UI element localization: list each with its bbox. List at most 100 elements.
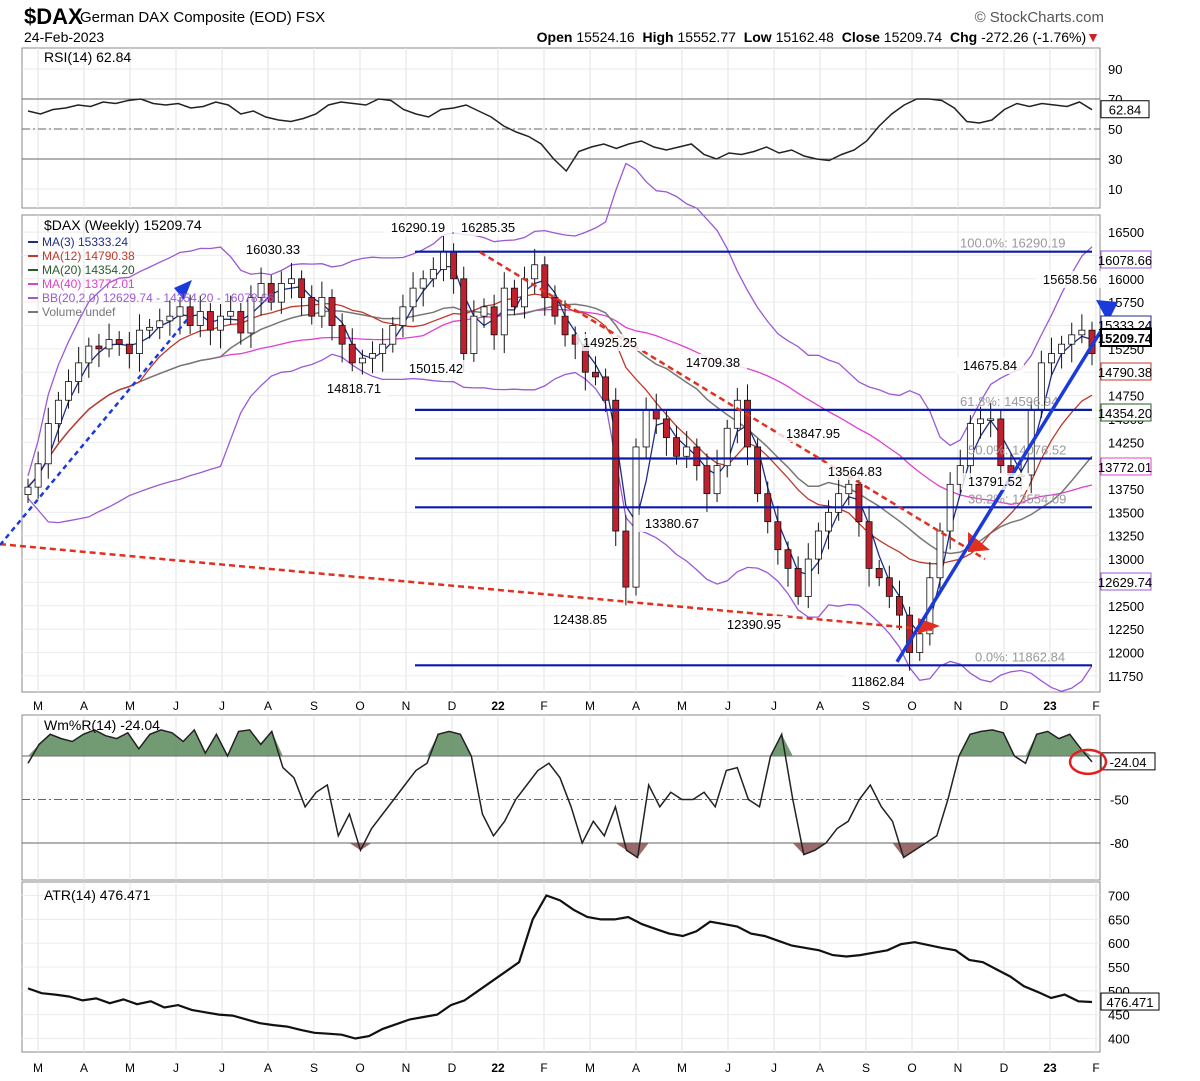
x-tick-label-bottom: J	[725, 1061, 731, 1075]
atr-y-tick-label: 450	[1108, 1008, 1130, 1023]
red-trendline-lower	[0, 542, 936, 632]
ma3-line	[27, 265, 1093, 635]
x-tick-label-mid: O	[907, 699, 916, 713]
x-tick-label-bottom: M	[677, 1061, 687, 1075]
candle-down	[510, 287, 518, 308]
x-tick-label-bottom: J	[771, 1061, 777, 1075]
rsi-y-tick-label: 50	[1108, 122, 1122, 137]
x-tick-label-mid: N	[954, 699, 963, 713]
candle-up	[723, 427, 731, 467]
right-axis-value-box	[1100, 572, 1152, 591]
candle-up	[369, 353, 376, 359]
highlight-circle-icon	[1068, 748, 1108, 776]
legend-entry: MA(3) 15333.24	[42, 235, 128, 249]
price-label-bg	[821, 463, 889, 480]
price-annotation-label: 13791.52	[968, 474, 1022, 489]
atr-y-tick-label: 650	[1108, 912, 1130, 927]
x-tick-label-mid: M	[585, 699, 595, 713]
candle-up	[227, 311, 235, 317]
price-label-bg	[576, 334, 644, 351]
candle-up	[916, 633, 924, 653]
fibonacci-level-label: 38.2%: 13554.09	[968, 491, 1066, 506]
candle-down	[450, 251, 458, 280]
candle-up	[835, 493, 843, 513]
x-tick-label-bottom: N	[954, 1061, 963, 1075]
price-annotation-label: 13847.95	[786, 426, 840, 441]
price-label-bg	[720, 616, 788, 633]
price-label-bg	[638, 515, 706, 532]
price-label-bg	[384, 219, 452, 236]
candle-up	[1048, 353, 1055, 364]
price-y-tick-label: 13000	[1108, 552, 1144, 567]
candle-up	[277, 283, 285, 303]
atr-y-tick-label: 400	[1108, 1031, 1130, 1046]
price-y-tick-label: 12500	[1108, 599, 1144, 614]
rsi-panel	[21, 47, 1101, 209]
ticker-name: German DAX Composite (EOD) FSX	[80, 9, 326, 26]
x-tick-label-mid: J	[219, 699, 225, 713]
candle-down	[622, 530, 630, 588]
atr-line	[27, 894, 1093, 1040]
candle-down	[115, 339, 123, 345]
brand-logo: © StockCharts.com	[974, 9, 1104, 26]
ohlc-readout: Open 15524.16 High 15552.77 Low 15162.48…	[536, 29, 1100, 45]
price-y-tick-label: 12000	[1108, 645, 1144, 660]
candle-up	[156, 320, 164, 328]
rsi-line	[27, 98, 1093, 173]
price-label-bg	[320, 380, 388, 397]
legend-entry: Volume undef	[42, 305, 116, 319]
rsi-y-tick-label: 10	[1108, 182, 1122, 197]
price-y-tick-label: 14250	[1108, 435, 1144, 450]
candle-up	[136, 329, 143, 354]
x-tick-label-mid: S	[862, 699, 870, 713]
x-tick-label-bottom: F	[540, 1061, 547, 1075]
candle-up	[683, 446, 691, 457]
x-tick-label-mid: O	[355, 699, 364, 713]
price-label-bg	[239, 241, 307, 258]
x-tick-label-mid: 23	[1043, 699, 1057, 713]
low-value: 15162.48	[775, 29, 834, 45]
price-annotation-label: 11862.84	[851, 674, 904, 689]
wmr-current-box	[1100, 752, 1156, 771]
candle-down	[267, 283, 275, 303]
candle-up	[65, 381, 72, 401]
x-tick-label-mid: J	[771, 699, 777, 713]
price-annotation-label: 13564.83	[828, 464, 882, 479]
close-value: 15209.74	[883, 29, 943, 45]
x-tick-label-bottom: A	[632, 1061, 640, 1075]
price-y-tick-label: 12250	[1108, 622, 1144, 637]
rsi-title: RSI(14) 62.84	[44, 49, 131, 65]
right-axis-value: 12629.74	[1098, 575, 1152, 590]
candle-down	[744, 399, 751, 448]
legend-entry: MA(12) 14790.38	[42, 249, 135, 263]
candle-down	[541, 264, 549, 298]
legend-entry: MA(20) 14354.20	[42, 263, 135, 277]
x-tick-label-bottom: 23	[1043, 1061, 1057, 1075]
candle-down	[125, 343, 133, 354]
price-annotation-label: 12438.85	[553, 612, 607, 627]
right-axis-value: 16078.66	[1098, 253, 1152, 268]
candle-down	[551, 297, 559, 317]
blue-arrowhead-icon	[1096, 300, 1118, 322]
legend-entry: BB(20,2.0) 12629.74 - 14354.20 - 16078.6…	[42, 291, 275, 305]
wmr-y-tick-label: -80	[1110, 836, 1129, 851]
candle-up	[379, 343, 387, 354]
price-y-tick-label: 13250	[1108, 529, 1144, 544]
price-label-bg	[546, 611, 614, 628]
legend-entry: MA(40) 13772.01	[42, 277, 135, 291]
candle-down	[460, 278, 468, 354]
x-tick-label-mid: J	[173, 699, 179, 713]
atr-current-value: 476.471	[1107, 995, 1154, 1010]
fibonacci-level-label: 0.0%: 11862.84	[975, 649, 1065, 664]
candle-up	[1068, 334, 1076, 345]
candle-up	[936, 530, 944, 579]
candle-up	[814, 530, 822, 560]
candle-down	[95, 345, 103, 350]
atr-current-box	[1100, 992, 1160, 1011]
candle-down	[794, 568, 802, 597]
candle-down	[206, 311, 214, 331]
price-y-tick-label: 13500	[1108, 505, 1144, 520]
x-tick-label-mid: S	[310, 699, 318, 713]
right-axis-value-box	[1100, 457, 1152, 476]
